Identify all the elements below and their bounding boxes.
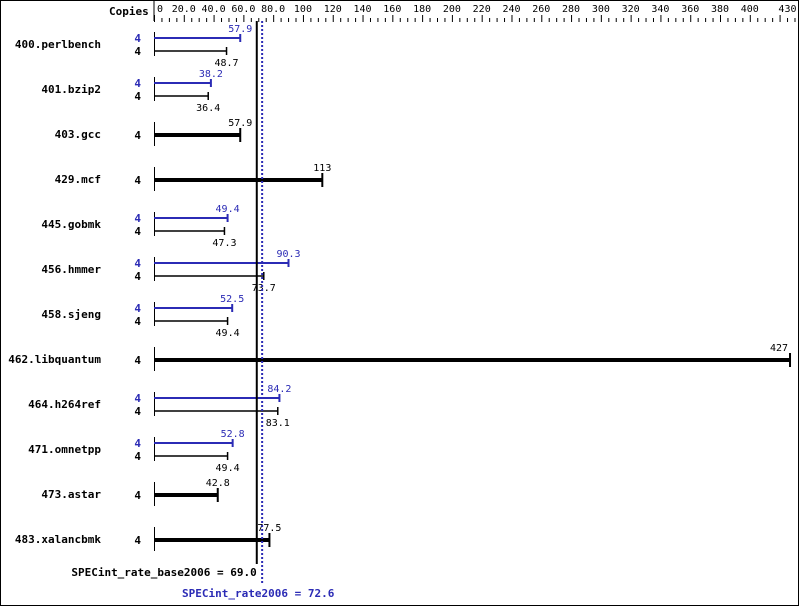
base-value-label: 42.8: [206, 478, 230, 489]
benchmark-label: 403.gcc: [55, 128, 101, 141]
x-tick-label: 120: [324, 4, 342, 15]
copies-base: 4: [134, 489, 141, 502]
benchmark-label: 483.xalancbmk: [15, 533, 101, 546]
x-tick-label: 220: [473, 4, 491, 15]
x-tick-label: 340: [651, 4, 669, 15]
base-value-label: 36.4: [196, 103, 220, 114]
benchmark-label: 473.astar: [41, 488, 101, 501]
base-value-label: 77.5: [257, 523, 281, 534]
copies-peak: 4: [134, 212, 141, 225]
base-value-label: 83.1: [266, 418, 290, 429]
base-value-label: 49.4: [216, 328, 240, 339]
x-tick-label: 20.0: [172, 4, 196, 15]
base-value-label: 57.9: [228, 118, 252, 129]
x-tick-label: 160: [383, 4, 401, 15]
base-value-label: 113: [313, 163, 331, 174]
benchmark-label: 456.hmmer: [41, 263, 101, 276]
x-tick-label: 260: [532, 4, 550, 15]
x-tick-label: 300: [592, 4, 610, 15]
benchmark-label: 464.h264ref: [28, 398, 101, 411]
base-summary-label: SPECint_rate_base2006 = 69.0: [71, 566, 256, 579]
axis-header: Copies: [109, 5, 149, 18]
x-tick-label: 180: [413, 4, 431, 15]
x-tick-label: 80.0: [261, 4, 285, 15]
copies-base: 4: [134, 90, 141, 103]
copies-base: 4: [134, 174, 141, 187]
base-value-label: 427: [770, 343, 788, 354]
copies-peak: 4: [134, 77, 141, 90]
benchmark-label: 445.gobmk: [41, 218, 101, 231]
benchmark-label: 429.mcf: [55, 173, 101, 186]
x-tick-label: 60.0: [231, 4, 255, 15]
peak-value-label: 90.3: [276, 249, 300, 260]
peak-value-label: 52.8: [221, 429, 245, 440]
peak-value-label: 52.5: [220, 294, 244, 305]
x-tick-label: 360: [681, 4, 699, 15]
copies-peak: 4: [134, 32, 141, 45]
x-tick-label: 240: [502, 4, 520, 15]
copies-base: 4: [134, 450, 141, 463]
x-tick-label: 430: [778, 4, 796, 15]
copies-peak: 4: [134, 437, 141, 450]
benchmark-label: 458.sjeng: [41, 308, 101, 321]
copies-base: 4: [134, 315, 141, 328]
benchmark-label: 471.omnetpp: [28, 443, 101, 456]
x-tick-label: 0: [157, 4, 163, 15]
copies-base: 4: [134, 45, 141, 58]
copies-base: 4: [134, 354, 141, 367]
peak-value-label: 38.2: [199, 69, 223, 80]
benchmark-label: 462.libquantum: [8, 353, 101, 366]
base-value-label: 73.7: [252, 283, 276, 294]
benchmark-label: 401.bzip2: [41, 83, 101, 96]
base-value-label: 49.4: [216, 463, 240, 474]
x-tick-label: 40.0: [202, 4, 226, 15]
copies-peak: 4: [134, 392, 141, 405]
x-tick-label: 100: [294, 4, 312, 15]
copies-base: 4: [134, 129, 141, 142]
peak-value-label: 84.2: [267, 384, 291, 395]
peak-value-label: 49.4: [216, 204, 240, 215]
copies-base: 4: [134, 225, 141, 238]
peak-value-label: 57.9: [228, 24, 252, 35]
copies-base: 4: [134, 405, 141, 418]
x-tick-label: 320: [622, 4, 640, 15]
copies-base: 4: [134, 534, 141, 547]
benchmark-label: 400.perlbench: [15, 38, 101, 51]
base-value-label: 47.3: [212, 238, 236, 249]
copies-base: 4: [134, 270, 141, 283]
x-tick-label: 380: [711, 4, 729, 15]
copies-peak: 4: [134, 257, 141, 270]
x-tick-label: 280: [562, 4, 580, 15]
x-tick-label: 400: [741, 4, 759, 15]
x-tick-label: 200: [443, 4, 461, 15]
peak-summary-label: SPECint_rate2006 = 72.6: [182, 587, 335, 600]
base-value-label: 48.7: [214, 58, 238, 69]
x-tick-label: 140: [353, 4, 371, 15]
copies-peak: 4: [134, 302, 141, 315]
